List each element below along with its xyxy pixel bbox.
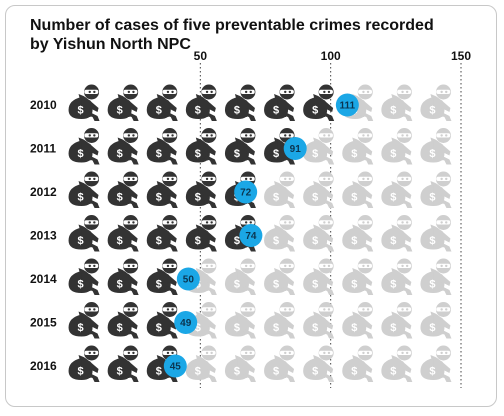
value-bubble-2015 <box>174 311 198 334</box>
burglar-icon-filled <box>146 171 178 208</box>
burglar-icon-filled <box>107 345 139 382</box>
data-label-2012: 72 <box>240 188 252 199</box>
burglar-icon-filled <box>107 258 139 295</box>
value-bubble-2014 <box>176 267 200 291</box>
burglar-icon-empty <box>264 345 296 382</box>
burglar-icon-empty <box>420 258 452 295</box>
burglar-icon-filled <box>185 171 217 208</box>
burglar-icon-filled <box>303 84 335 121</box>
burglar-icon-empty <box>264 171 296 208</box>
year-label-2010: 2010 <box>30 98 57 112</box>
data-label-2013: 74 <box>245 231 257 242</box>
burglar-icon-empty <box>342 128 374 165</box>
burglar-icon-empty <box>420 171 452 208</box>
burglar-icon-empty <box>381 171 413 208</box>
row-2011: 2011 91 <box>30 128 452 165</box>
burglar-icon-empty <box>185 345 217 382</box>
burglar-icon-filled <box>107 84 139 121</box>
burglar-icon-empty <box>303 128 335 165</box>
burglar-icon-empty <box>303 215 335 252</box>
burglar-icon-empty <box>264 302 296 339</box>
value-bubble-2013 <box>239 224 263 247</box>
burglar-icon-filled <box>107 302 139 339</box>
burglar-icon-filled <box>107 128 139 165</box>
burglar-icon-empty <box>381 84 413 121</box>
row-2013: 2013 74 <box>30 215 452 252</box>
value-bubble-2012 <box>234 180 258 204</box>
burglar-icon-filled <box>68 345 100 382</box>
burglar-icon-empty <box>342 258 374 295</box>
burglar-icon-filled <box>185 215 217 252</box>
burglar-icon-filled <box>146 128 178 165</box>
burglar-icon-empty <box>420 215 452 252</box>
burglar-icon-empty <box>342 302 374 339</box>
burglar-icon-filled <box>107 171 139 208</box>
burglar-icon-filled <box>185 84 217 121</box>
row-2012: 2012 72 <box>30 171 452 208</box>
burglar-icon-filled <box>68 258 100 295</box>
burglar-icon-empty <box>303 345 335 382</box>
burglar-icon-empty <box>381 302 413 339</box>
burglar-icon-filled <box>146 84 178 121</box>
burglar-icon-filled <box>224 128 256 165</box>
burglar-icon-empty <box>381 215 413 252</box>
row-2014: 2014 50 <box>30 258 452 295</box>
burglar-icon-filled <box>146 302 178 339</box>
burglar-icon-empty <box>264 258 296 295</box>
year-label-2015: 2015 <box>30 316 57 330</box>
burglar-icon-empty <box>303 258 335 295</box>
row-2016: 2016 45 <box>30 345 452 382</box>
burglar-icon-filled <box>68 171 100 208</box>
year-label-2011: 2011 <box>30 142 56 156</box>
data-label-2015: 49 <box>180 318 192 329</box>
burglar-icon-filled <box>68 84 100 121</box>
data-label-2010: 111 <box>340 101 356 112</box>
burglar-icon-filled <box>185 128 217 165</box>
year-label-2014: 2014 <box>30 272 57 286</box>
burglar-icon-filled <box>224 84 256 121</box>
value-bubble-2016 <box>163 354 187 378</box>
burglar-icon-empty <box>342 171 374 208</box>
burglar-icon-empty <box>264 215 296 252</box>
burglar-icon-empty <box>420 128 452 165</box>
x-tick-label-100: 100 <box>321 49 341 63</box>
row-2010: 2010 111 <box>30 84 452 121</box>
burglar-icon-empty <box>381 128 413 165</box>
burglar-icon-empty <box>224 302 256 339</box>
data-label-2016: 45 <box>170 362 182 373</box>
burglar-icon-empty <box>381 345 413 382</box>
burglar-icon-empty <box>224 258 256 295</box>
burglar-icon-filled <box>68 128 100 165</box>
burglar-icon-empty <box>342 345 374 382</box>
burglar-icon-filled <box>264 84 296 121</box>
burglar-icon-empty <box>342 215 374 252</box>
burglar-icon-empty <box>303 302 335 339</box>
burglar-icon-filled <box>68 302 100 339</box>
value-bubble-2010 <box>335 93 359 117</box>
burglar-icon-empty <box>303 171 335 208</box>
year-label-2013: 2013 <box>30 229 57 243</box>
burglar-icon-filled <box>146 215 178 252</box>
burglar-icon-empty <box>420 302 452 339</box>
burglar-icon-filled <box>107 215 139 252</box>
burglar-icon-empty <box>420 345 452 382</box>
data-label-2011: 91 <box>290 144 302 155</box>
year-label-2016: 2016 <box>30 359 57 373</box>
x-tick-label-150: 150 <box>451 49 471 63</box>
burglar-icon-empty <box>381 258 413 295</box>
data-label-2014: 50 <box>183 275 195 286</box>
year-label-2012: 2012 <box>30 185 57 199</box>
value-bubble-2011 <box>283 137 307 160</box>
x-tick-label-50: 50 <box>194 49 208 63</box>
burglar-icon-filled <box>146 258 178 295</box>
burglar-icon-empty <box>420 84 452 121</box>
chart-title: Number of cases of five preventable crim… <box>30 17 434 53</box>
burglar-icon-filled <box>68 215 100 252</box>
burglar-icon-empty <box>224 345 256 382</box>
row-2015: 2015 49 <box>30 302 452 339</box>
